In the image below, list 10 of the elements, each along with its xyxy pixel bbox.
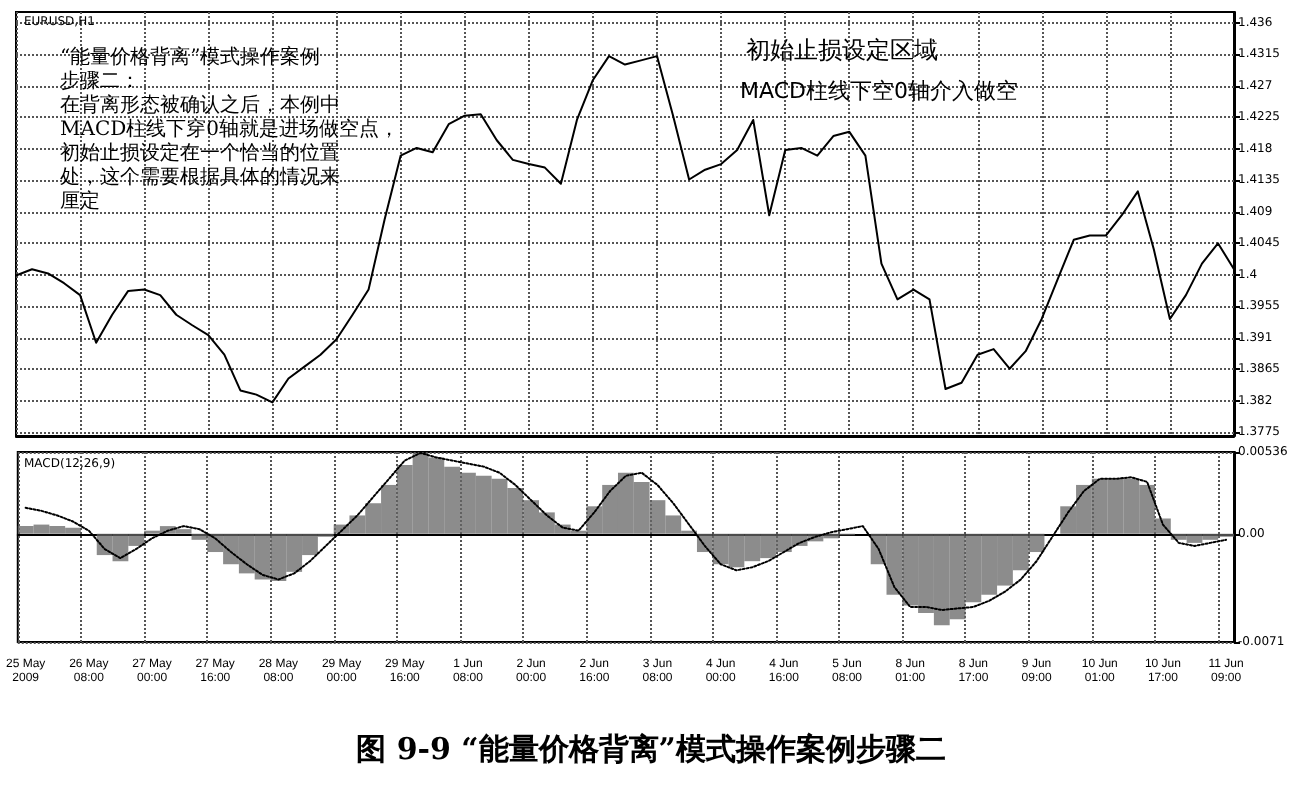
annotation: 处，这个需要根据具体的情况来: [60, 165, 340, 189]
text: 图 9-9 “能量价格背离”模式操作案例步骤二: [356, 731, 946, 767]
annotation: 初始止损设定区域: [746, 36, 938, 64]
annotation: 厘定: [60, 189, 100, 213]
annotation: 步骤二：: [60, 69, 140, 93]
annotation: “能量价格背离”模式操作案例: [60, 45, 321, 69]
annotation: 初始止损设定在一个恰当的位置: [60, 141, 340, 165]
annotation: MACD柱线下空0轴介入做空: [740, 78, 1018, 104]
annotation: 在背离形态被确认之后，本例中: [60, 93, 340, 117]
annotation: MACD柱线下穿0轴就是进场做空点，: [60, 117, 399, 141]
